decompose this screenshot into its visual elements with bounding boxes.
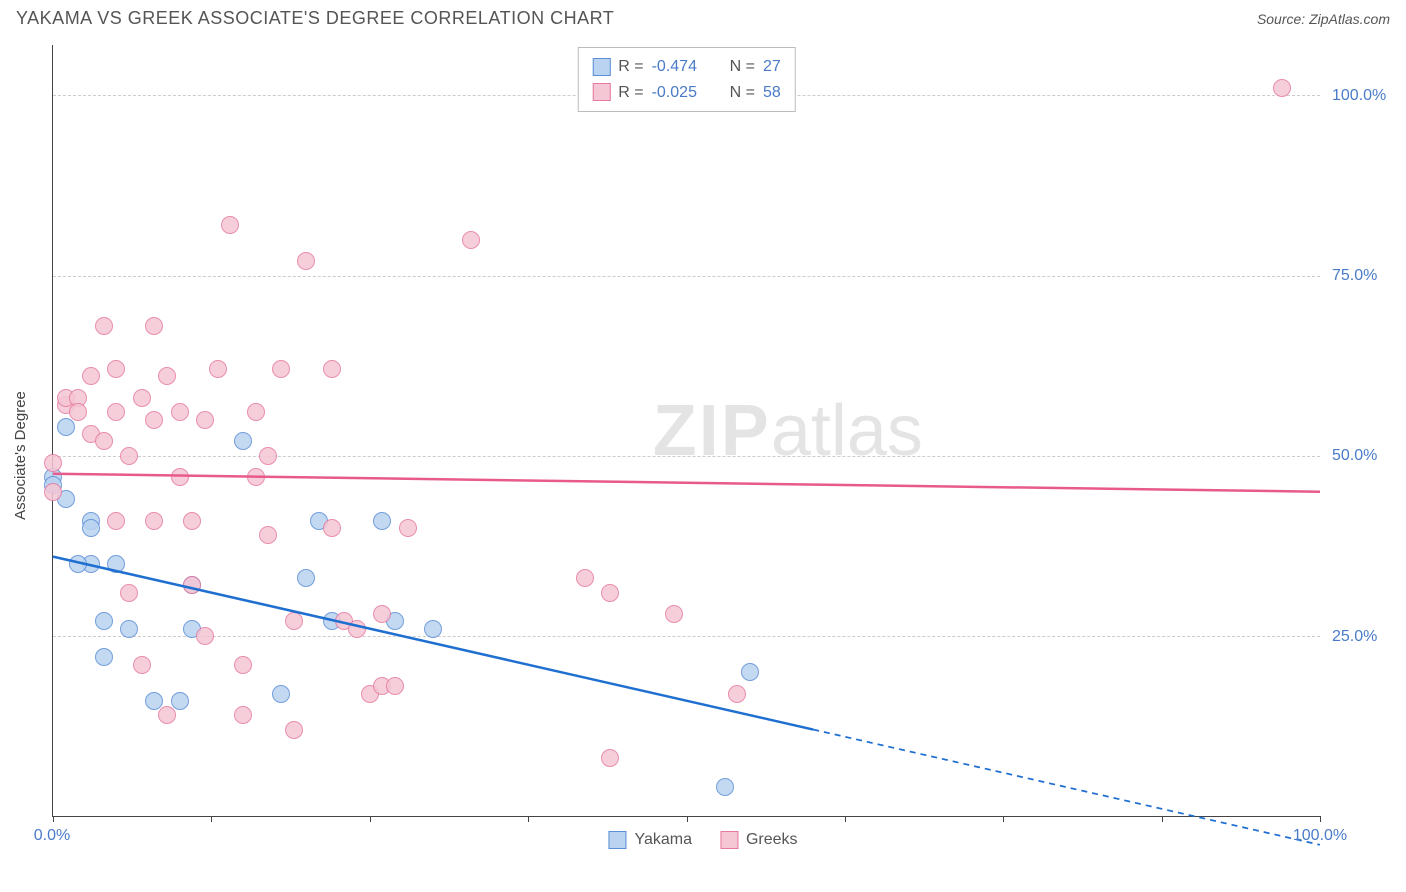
chart-title: YAKAMA VS GREEK ASSOCIATE'S DEGREE CORRE… xyxy=(16,8,614,29)
x-tick xyxy=(53,816,54,822)
y-axis-label: Associate's Degree xyxy=(12,391,29,520)
legend-label: Greeks xyxy=(746,831,798,849)
y-tick-label: 25.0% xyxy=(1332,628,1377,646)
legend: Yakama Greeks xyxy=(608,831,797,849)
y-tick-label: 100.0% xyxy=(1332,87,1386,105)
stat-row: R =-0.025N =58 xyxy=(592,80,780,106)
trend-line xyxy=(53,557,813,730)
y-tick-label: 75.0% xyxy=(1332,267,1377,285)
legend-label: Yakama xyxy=(634,831,692,849)
legend-swatch xyxy=(720,831,738,849)
x-tick xyxy=(1320,816,1321,822)
x-tick xyxy=(1162,816,1163,822)
x-tick-label: 100.0% xyxy=(1293,827,1347,845)
correlation-stat-box: R =-0.474N =27R =-0.025N =58 xyxy=(577,47,795,112)
chart-source: Source: ZipAtlas.com xyxy=(1257,11,1390,27)
x-tick xyxy=(370,816,371,822)
legend-item: Greeks xyxy=(720,831,798,849)
x-tick xyxy=(211,816,212,822)
x-tick xyxy=(687,816,688,822)
legend-swatch xyxy=(608,831,626,849)
x-tick xyxy=(845,816,846,822)
trend-line-extrapolated xyxy=(813,730,1320,845)
y-tick-label: 50.0% xyxy=(1332,447,1377,465)
plot-area: ZIPatlas R =-0.474N =27R =-0.025N =58 xyxy=(52,45,1320,817)
trend-line xyxy=(53,474,1320,492)
series-swatch xyxy=(592,83,610,101)
series-swatch xyxy=(592,58,610,76)
x-tick-label: 0.0% xyxy=(34,827,70,845)
stat-row: R =-0.474N =27 xyxy=(592,54,780,80)
trend-lines xyxy=(53,45,1320,816)
chart-container: Associate's Degree ZIPatlas R =-0.474N =… xyxy=(16,37,1390,857)
x-tick xyxy=(1003,816,1004,822)
x-tick xyxy=(528,816,529,822)
legend-item: Yakama xyxy=(608,831,692,849)
